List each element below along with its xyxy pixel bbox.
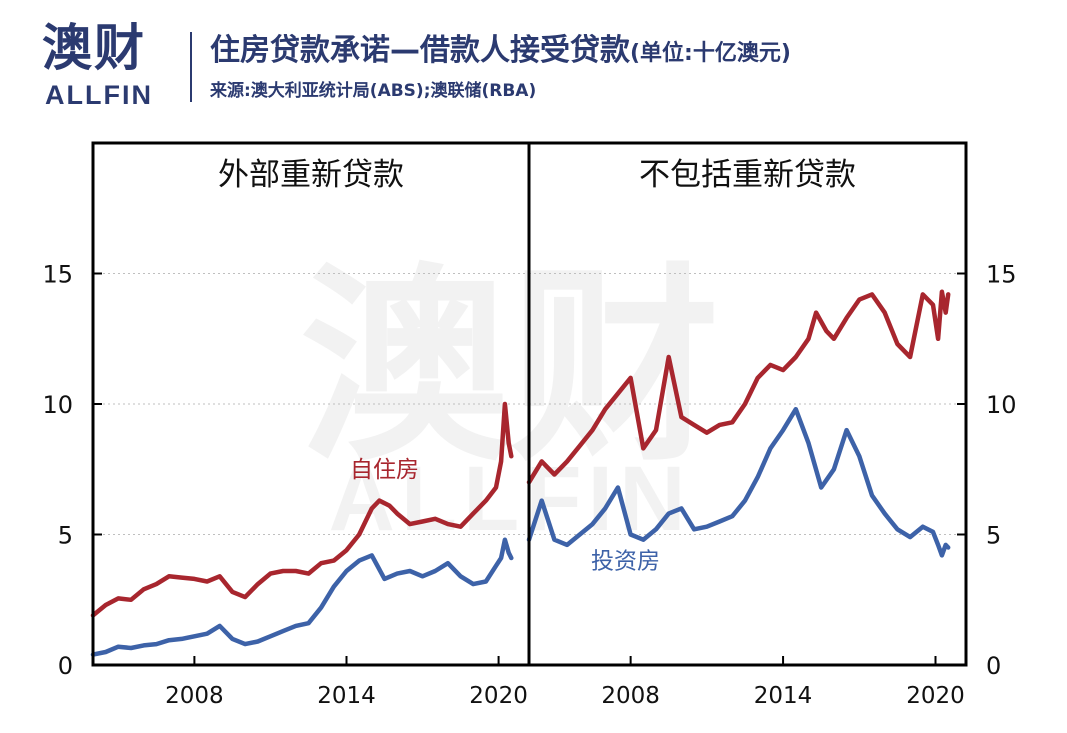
header-divider bbox=[190, 32, 192, 102]
y-tick-label: 0 bbox=[58, 652, 73, 680]
x-tick-label: 2020 bbox=[906, 683, 965, 709]
logo: 澳财 ALLFIN bbox=[42, 20, 172, 115]
x-tick-label: 2014 bbox=[317, 683, 376, 709]
logo-text-cn: 澳财 bbox=[42, 19, 146, 77]
panel-title: 外部重新贷款 bbox=[218, 157, 404, 193]
y-tick-label: 0 bbox=[986, 652, 1001, 680]
y-tick-label: 10 bbox=[986, 391, 1017, 419]
title-unit: (单位:十亿澳元) bbox=[630, 41, 791, 66]
series-annotation: 自住房 bbox=[350, 457, 419, 483]
x-tick-label: 2008 bbox=[601, 683, 660, 709]
page-title: 住房贷款承诺—借款人接受贷款(单位:十亿澳元) bbox=[210, 32, 791, 73]
x-tick-label: 2020 bbox=[469, 683, 528, 709]
y-tick-label: 5 bbox=[986, 522, 1001, 550]
x-tick-label: 2014 bbox=[754, 683, 813, 709]
watermark-en: ALLFIN bbox=[328, 448, 691, 550]
series-line-owner bbox=[90, 401, 514, 618]
series-line-investor bbox=[526, 406, 951, 558]
y-tick-label: 15 bbox=[986, 261, 1017, 289]
x-tick-label: 2008 bbox=[165, 683, 224, 709]
source-note: 来源:澳大利亚统计局(ABS);澳联储(RBA) bbox=[210, 81, 537, 101]
series-line-owner bbox=[526, 289, 951, 485]
series-line-investor bbox=[90, 537, 514, 657]
panel-title: 不包括重新贷款 bbox=[639, 157, 856, 193]
series-annotation: 投资房 bbox=[591, 548, 660, 574]
title-text: 住房贷款承诺—借款人接受贷款 bbox=[210, 33, 630, 68]
logo-text-en: ALLFIN bbox=[45, 80, 153, 110]
y-tick-label: 15 bbox=[42, 261, 73, 289]
y-tick-label: 10 bbox=[42, 391, 73, 419]
y-tick-label: 5 bbox=[58, 522, 73, 550]
